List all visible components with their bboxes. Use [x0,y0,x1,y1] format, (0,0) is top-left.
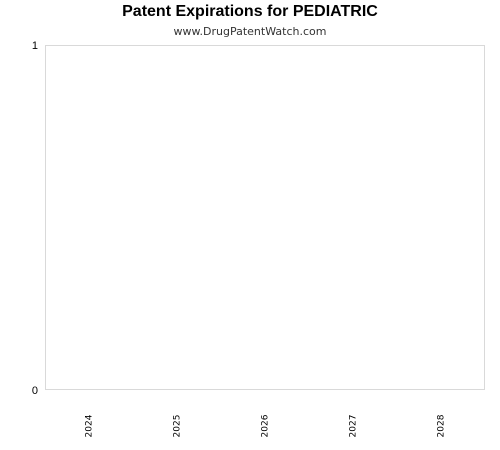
x-tick-label: 2025 [173,415,183,438]
x-tick-label: 2026 [261,414,271,437]
y-axis: 10 [32,40,38,397]
x-tick-label: 2024 [85,414,95,437]
x-tick-label: 2027 [349,415,359,438]
x-tick-label: 2028 [437,414,447,437]
chart-title: Patent Expirations for PEDIATRIC [122,3,378,20]
plot-area [45,45,485,390]
x-axis: 2024 2025 2026 2027 2028 [85,414,447,437]
chart-subtitle: www.DrugPatentWatch.com [173,25,327,38]
y-tick-label: 1 [32,40,38,52]
y-tick-label: 0 [32,385,38,397]
